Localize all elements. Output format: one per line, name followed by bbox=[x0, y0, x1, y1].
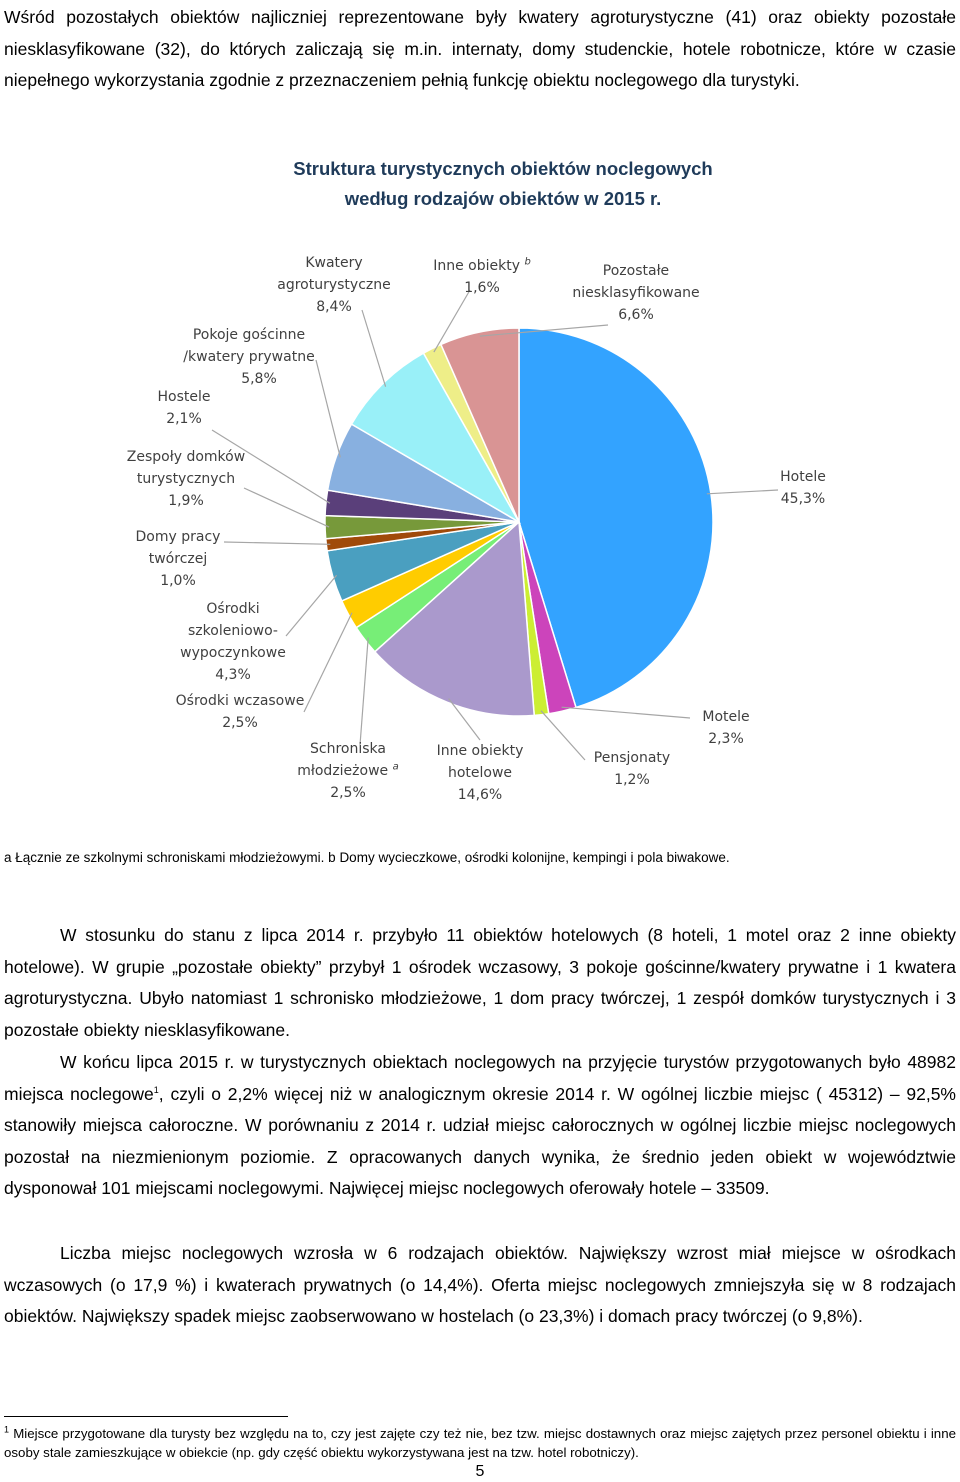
leader-line-4 bbox=[359, 637, 369, 746]
intro-paragraph: Wśród pozostałych obiektów najliczniej r… bbox=[4, 7, 956, 90]
leader-line-6 bbox=[285, 574, 338, 637]
label-inne-obiekty: Inne obiekty b 1,6% bbox=[433, 256, 531, 296]
leader-line-12 bbox=[433, 289, 471, 353]
leader-line-0 bbox=[706, 489, 779, 495]
footnote-marker: 1 bbox=[4, 1424, 10, 1435]
note-a: Łącznie ze szkolnymi schroniskami młodzi… bbox=[15, 850, 325, 865]
note-b-marker: b bbox=[328, 850, 336, 865]
label-szkoleniowe: Ośrodki szkoleniowo- wypoczynkowe 4,3% bbox=[180, 601, 286, 683]
label-pokoje: Pokoje gościnne /kwatery prywatne 5,8% bbox=[183, 327, 315, 387]
leader-line-2 bbox=[540, 710, 586, 761]
label-kwatery: Kwatery agroturystyczne 8,4% bbox=[277, 255, 391, 315]
body-paragraph-3: Liczba miejsc noclegowych wzrosła w 6 ro… bbox=[4, 1243, 956, 1326]
leader-line-10 bbox=[315, 359, 341, 458]
body-paragraph-1: W stosunku do stanu z lipca 2014 r. przy… bbox=[4, 925, 956, 1040]
leader-line-7 bbox=[223, 541, 331, 545]
body-paragraph-2: W końcu lipca 2015 r. w turystycznych ob… bbox=[4, 1052, 956, 1198]
leader-line-3 bbox=[448, 698, 481, 741]
pie-slice-13 bbox=[439, 327, 520, 523]
footnote: 1 Miejsce przygotowane dla turysty bez w… bbox=[4, 1424, 956, 1460]
leader-line-9 bbox=[211, 429, 331, 504]
label-schroniska: Schroniska młodzieżowe a 2,5% bbox=[297, 741, 399, 801]
leader-line-1 bbox=[561, 706, 691, 719]
label-pensjonaty: Pensjonaty 1,2% bbox=[593, 750, 671, 788]
chart-title-line-2: według rodzajów obiektów w 2015 r. bbox=[344, 188, 662, 209]
leader-line-13 bbox=[479, 324, 609, 337]
note-b: Domy wycieczkowe, ośrodki kolonijne, kem… bbox=[339, 850, 730, 865]
pie-chart bbox=[211, 289, 779, 761]
label-pozostale: Pozostałe niesklasyfikowane 6,6% bbox=[572, 263, 700, 323]
leader-line-5 bbox=[303, 612, 353, 713]
pie-slice-11 bbox=[350, 352, 522, 525]
label-domy-pracy: Domy pracy twórczej 1,0% bbox=[135, 529, 221, 589]
label-motele: Motele 2,3% bbox=[702, 709, 750, 747]
chart-notes: a Łącznie ze szkolnymi schroniskami młod… bbox=[4, 848, 730, 868]
leader-line-11 bbox=[361, 309, 387, 387]
label-inne-hotelowe: Inne obiekty hotelowe 14,6% bbox=[436, 743, 524, 803]
footnote-ref: 1 bbox=[153, 1084, 159, 1095]
label-wczasowe: Ośrodki wczasowe 2,5% bbox=[175, 693, 305, 731]
label-hostele: Hostele 2,1% bbox=[157, 389, 211, 427]
page-number: 5 bbox=[475, 1463, 485, 1480]
pie-slice-3 bbox=[373, 520, 536, 717]
label-zespoly: Zespoły domków turystycznych 1,9% bbox=[126, 449, 246, 509]
label-hotele: Hotele 45,3% bbox=[780, 469, 826, 507]
leader-line-8 bbox=[243, 487, 330, 528]
chart-title-line-1: Struktura turystycznych obiektów noclego… bbox=[293, 158, 713, 179]
footnote-divider bbox=[4, 1416, 288, 1417]
chart-title: Struktura turystycznych obiektów noclego… bbox=[0, 154, 960, 214]
note-a-marker: a bbox=[4, 850, 12, 865]
